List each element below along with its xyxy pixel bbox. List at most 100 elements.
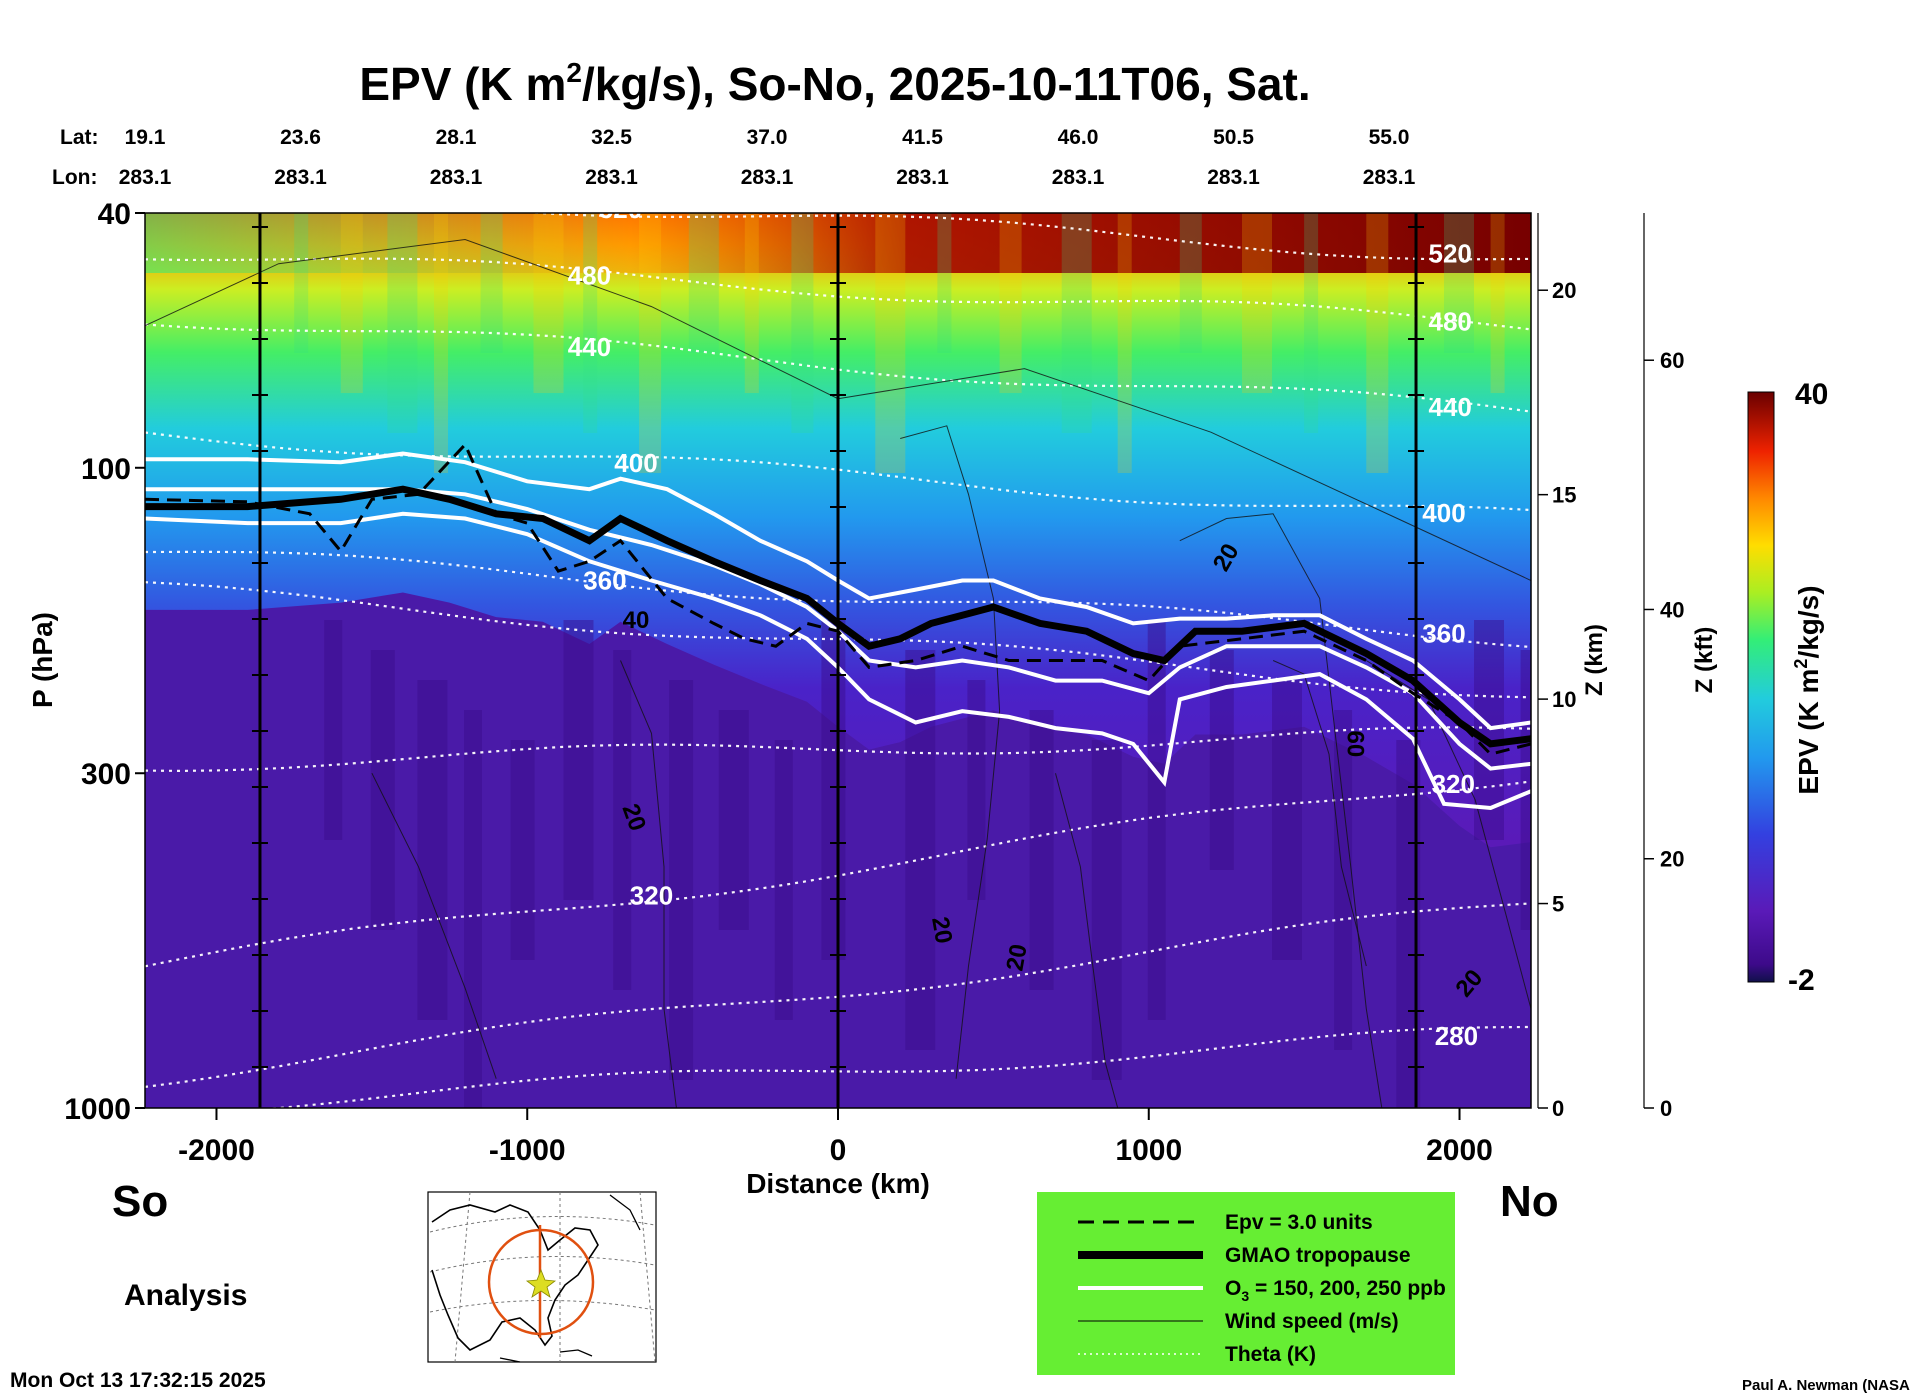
epv-low-streak <box>1091 740 1122 1080</box>
x-tick-label: 2000 <box>1426 1134 1493 1167</box>
lat-lon-header: 19.1 23.6 28.1 32.5 37.0 41.5 46.0 50.5 55.0 283.… <box>119 126 1416 189</box>
epv-streak <box>875 213 906 473</box>
credit: Paul A. Newman (NASA <box>1742 1377 1910 1394</box>
wind-label: 20 <box>1002 942 1033 973</box>
epv-low-streak <box>967 680 986 900</box>
colorbar-min-label: -2 <box>1788 964 1815 997</box>
lon-value: 283.1 <box>585 166 638 189</box>
z-kft-tick-label: 20 <box>1660 847 1684 872</box>
wind-contour <box>900 425 1001 1079</box>
title-sup: 2 <box>566 57 582 88</box>
epv-low-streak <box>324 620 343 840</box>
z-kft-tick-label: 0 <box>1660 1096 1672 1121</box>
epv-low-streak <box>1209 650 1234 870</box>
title-main: EPV (K m <box>359 58 566 110</box>
epv-low-streak <box>774 740 793 1020</box>
south-label: So <box>112 1177 168 1226</box>
colorbar-max-label: 40 <box>1795 378 1828 411</box>
analysis-label: Analysis <box>124 1279 247 1312</box>
theta-label: 400 <box>614 448 657 478</box>
wind-contour <box>620 660 677 1108</box>
colorbar-label-rest: /kg/s) <box>1793 585 1824 658</box>
epv-low-streak <box>1334 710 1353 1050</box>
z-km-tick-label: 10 <box>1552 687 1576 712</box>
epv-streak <box>387 213 418 433</box>
north-label: No <box>1500 1177 1559 1226</box>
lat-value: 23.6 <box>280 126 321 149</box>
wind-contour <box>1179 513 1383 1108</box>
x-axis: -2000 -1000 0 1000 2000 <box>178 1108 1493 1167</box>
epv-low-streak <box>1029 710 1054 990</box>
epv-low-streak <box>669 680 694 1080</box>
epv-streak <box>294 213 309 353</box>
inset-map <box>427 1191 657 1363</box>
epv-streak <box>583 213 598 433</box>
legend-label-main: Theta (K) <box>1225 1343 1316 1366</box>
map-coastline-2 <box>499 1194 641 1363</box>
epv-low-streak <box>370 650 395 930</box>
title-rest: /kg/s), So-No, 2025-10-11T06, Sat. <box>582 58 1311 110</box>
theta-contour <box>145 431 1531 512</box>
epv-streak <box>937 213 952 353</box>
epv-3-contour <box>145 441 1531 756</box>
colorbar-label: EPV (K m2/kg/s) <box>1791 585 1824 794</box>
legend-label: O3 = 150, 200, 250 ppb <box>1225 1277 1446 1304</box>
epv-streak <box>744 213 759 393</box>
epv-low-streak <box>510 740 535 960</box>
lon-value: 283.1 <box>1052 166 1105 189</box>
theta-label: 320 <box>1432 769 1475 799</box>
theta-contour <box>145 780 1531 968</box>
epv-streak <box>1366 213 1389 473</box>
lat-value: 41.5 <box>902 126 943 149</box>
ozone-contours <box>145 451 1531 811</box>
legend-label-main: Epv = 3.0 units <box>1225 1211 1373 1234</box>
z-km-axis: 0 5 10 15 20 <box>1537 213 1576 1121</box>
wind-label: 20 <box>926 915 957 946</box>
lon-label: Lon: <box>52 166 97 189</box>
legend-label: Epv = 3.0 units <box>1225 1211 1373 1234</box>
theta-contour <box>145 902 1531 1088</box>
epv-low-streak <box>1520 650 1531 930</box>
y-axis: 40 100 300 1000 <box>64 198 145 1126</box>
epv-streak <box>1061 213 1092 433</box>
theta-label: 280 <box>1435 1021 1478 1051</box>
plot-area: 520520480480440440400400360360320320280 … <box>145 194 1531 1108</box>
vertical-markers <box>251 213 1425 1108</box>
theta-label: 360 <box>1422 618 1465 648</box>
lat-value: 46.0 <box>1058 126 1099 149</box>
z-km-tick-label: 15 <box>1552 483 1576 508</box>
timestamp: Mon Oct 13 17:32:15 2025 <box>10 1369 266 1392</box>
z-kft-tick-label: 40 <box>1660 598 1684 623</box>
y-tick-label: 300 <box>81 758 131 791</box>
lat-value: 37.0 <box>747 126 788 149</box>
colorbar-label-sup: 2 <box>1791 659 1811 669</box>
legend-items: Epv = 3.0 units GMAO tropopause O3 = 150, … <box>1078 1211 1446 1366</box>
theta-label: 520 <box>599 194 642 224</box>
x-axis-label: Distance (km) <box>746 1168 930 1199</box>
theta-label: 440 <box>1429 392 1472 422</box>
epv-low-streak <box>417 680 448 1020</box>
theta-label: 520 <box>1429 239 1472 269</box>
epv-streak <box>791 213 814 433</box>
wind-label: 60 <box>1342 731 1369 758</box>
theta-labels: 520 520 480 480 440 440 400 400 360 360 320 320 280 <box>568 194 1478 1051</box>
x-tick-label: 1000 <box>1115 1134 1182 1167</box>
epv-low-streak <box>613 650 632 990</box>
ozone-contour <box>145 451 1531 731</box>
wind-contour <box>1366 660 1531 1009</box>
legend-label: Theta (K) <box>1225 1343 1316 1366</box>
lat-value: 19.1 <box>125 126 166 149</box>
epv-streak <box>1304 213 1319 433</box>
epv-streak <box>480 213 503 353</box>
x-tick-label: -2000 <box>178 1134 255 1167</box>
epv-streak <box>340 213 363 393</box>
epv-low-streak <box>563 620 594 900</box>
legend-label: GMAO tropopause <box>1225 1244 1411 1267</box>
wind-contour <box>1272 660 1367 967</box>
x-tick-label: -1000 <box>489 1134 566 1167</box>
lon-value: 283.1 <box>741 166 794 189</box>
map-graticule <box>429 1191 656 1363</box>
epv-streak <box>533 213 564 393</box>
